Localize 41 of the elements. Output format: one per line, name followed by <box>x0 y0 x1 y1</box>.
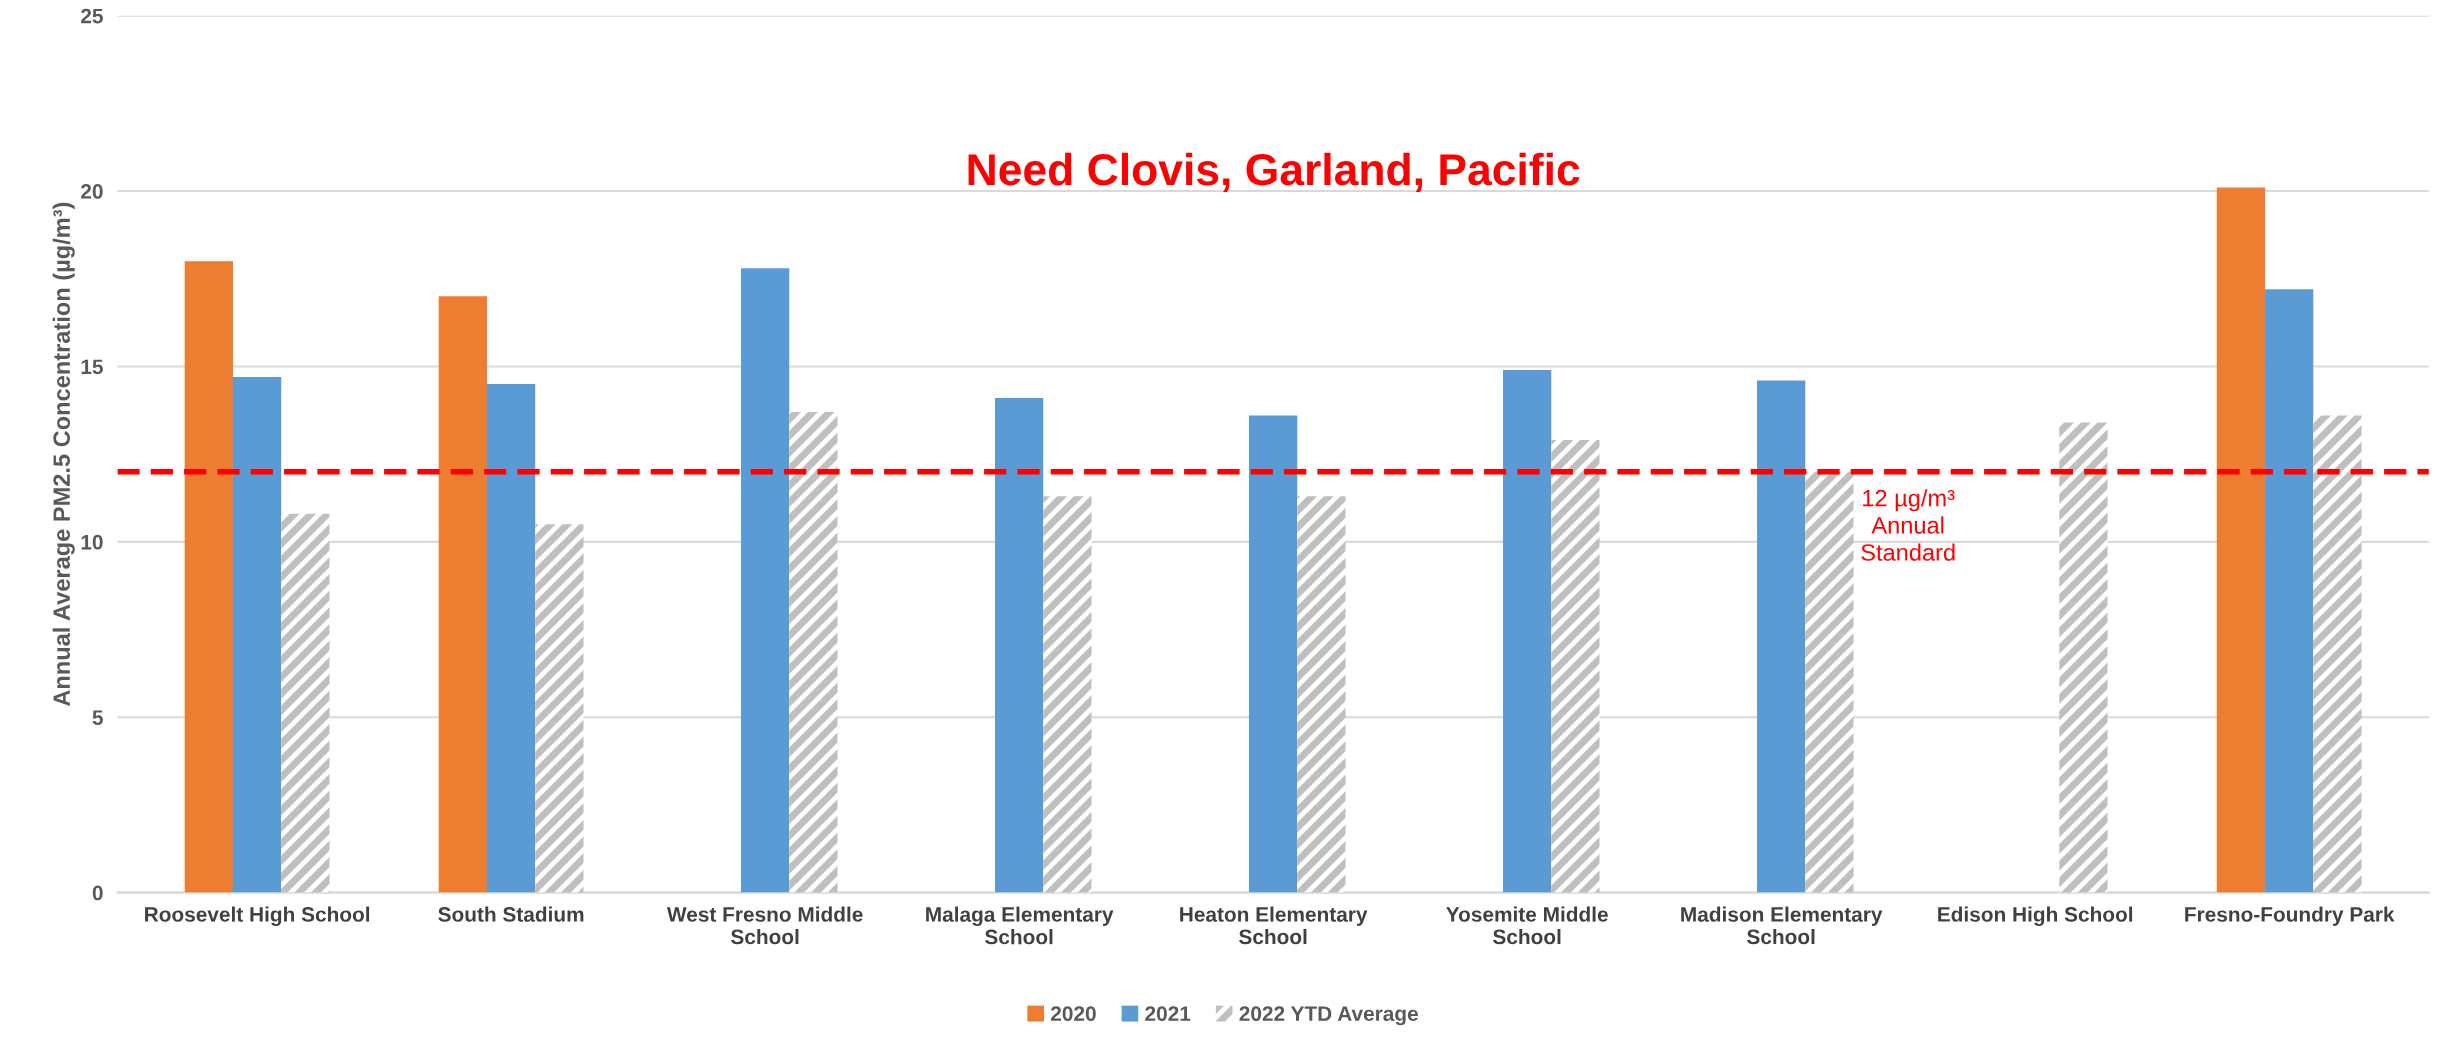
bar <box>184 261 233 893</box>
x-tick-label: West Fresno Middle School <box>666 906 863 945</box>
bar <box>1043 496 1092 893</box>
x-tick-label: Heaton Elementary School <box>1180 906 1368 945</box>
bar <box>2313 415 2362 893</box>
bar <box>438 296 487 893</box>
bar <box>2265 289 2314 893</box>
text: Need Clovis, Garland, Pacific <box>968 152 1580 192</box>
bar <box>1757 380 1806 893</box>
x-tick-label: Madison Elementary School <box>1681 906 1883 945</box>
y-tick-label: 10 <box>81 534 103 550</box>
bar <box>2216 187 2266 893</box>
x-tick-label: Fresno-Foundry Park <box>2185 906 2395 926</box>
y-tick-label: 15 <box>81 359 103 375</box>
bar <box>1503 369 1552 893</box>
bar <box>741 268 790 893</box>
y-tick-label: 0 <box>92 885 103 901</box>
legend-label: 2022 YTD Average <box>1239 1006 1418 1026</box>
bar <box>1249 415 1298 893</box>
bar <box>995 398 1044 893</box>
bar <box>1551 440 1600 893</box>
x-tick-label: Edison High School <box>1938 906 2133 927</box>
x-tick-label: Yosemite Middle School <box>1446 906 1608 945</box>
y-tick-label: 25 <box>81 8 103 24</box>
y-tick-label: 5 <box>92 710 103 725</box>
ref-line-label: 12 µg/m³ Annual Standard <box>1861 489 1955 561</box>
bar <box>281 513 330 893</box>
x-tick-label: South Stadium <box>438 906 584 922</box>
bar <box>2059 422 2108 893</box>
bar <box>486 383 536 893</box>
bar <box>1805 471 1854 893</box>
bar <box>535 524 584 893</box>
legend-label: 2021 <box>1145 1006 1191 1022</box>
x-tick-label: Malaga Elementary School <box>926 906 1114 945</box>
bar <box>789 412 838 893</box>
y-tick-label: 20 <box>81 184 103 199</box>
bar <box>1297 496 1346 893</box>
bar <box>232 376 282 893</box>
legend-label: 2020 <box>1050 1006 1096 1022</box>
y-axis-title: Annual Average PM2.5 Concentration (µg/m³) <box>52 202 75 707</box>
x-tick-label: Roosevelt High School <box>145 906 370 927</box>
